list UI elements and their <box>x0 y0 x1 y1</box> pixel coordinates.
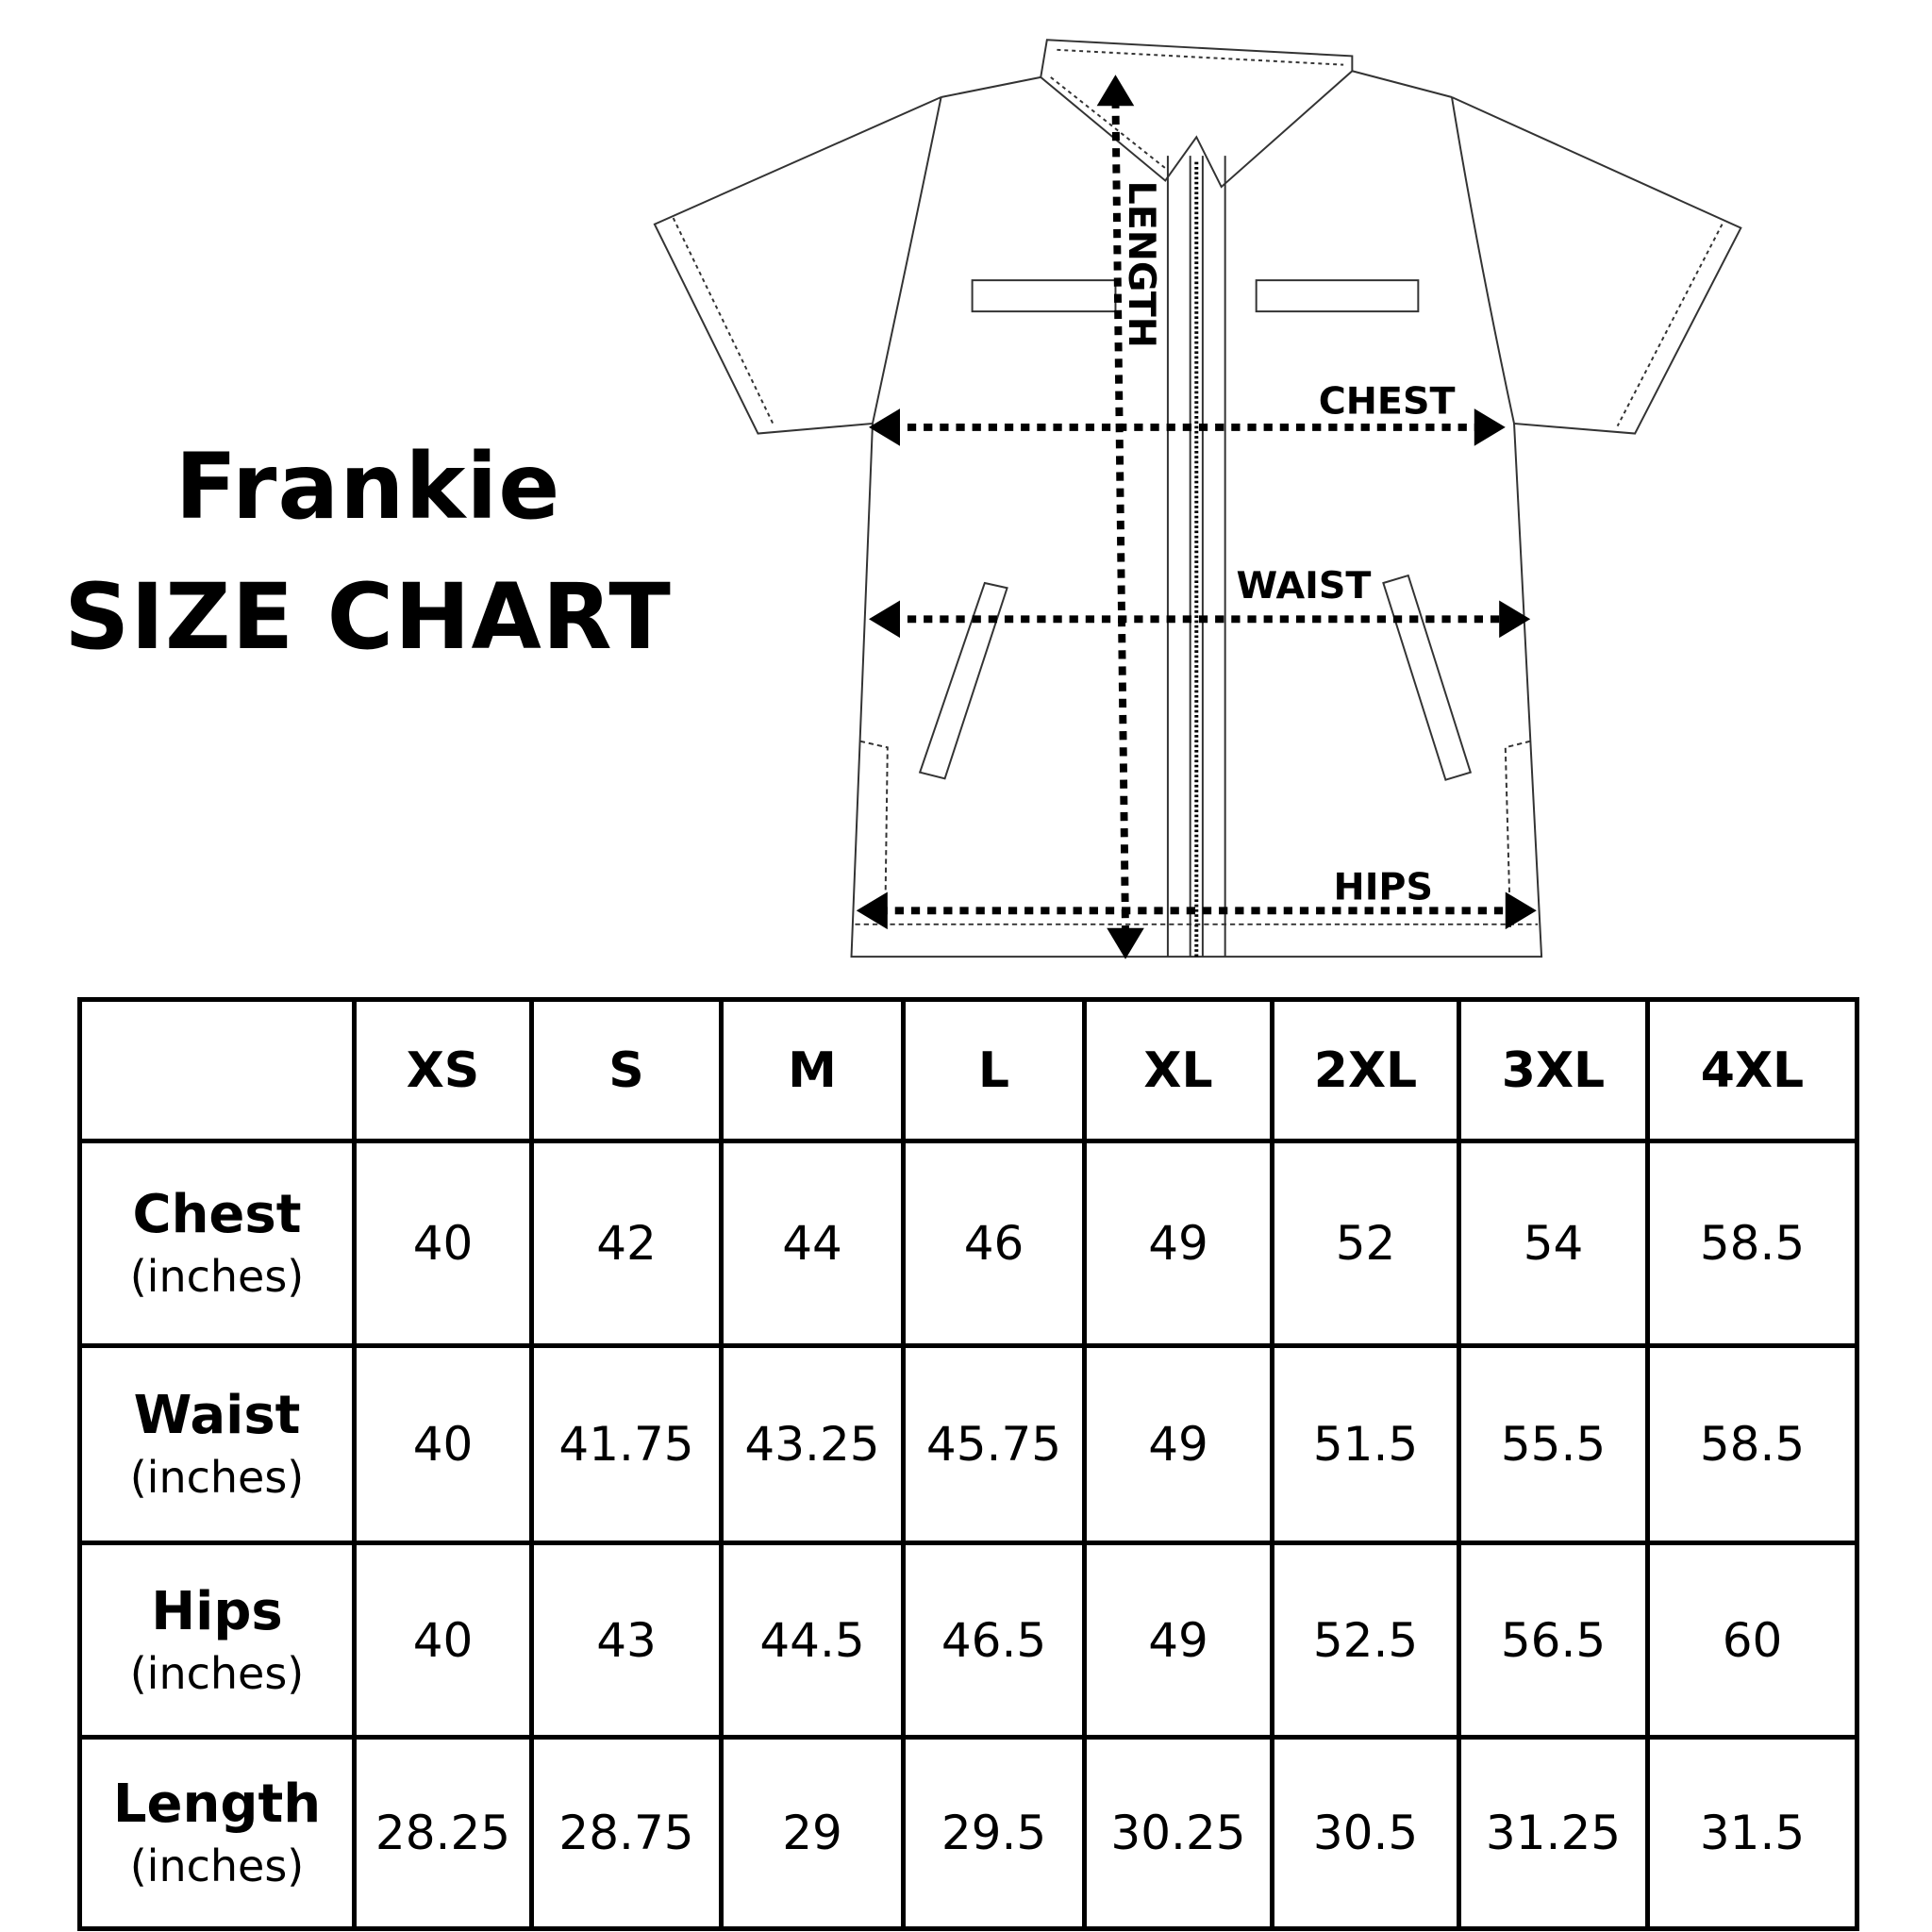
size-header: 3XL <box>1457 997 1650 1143</box>
size-header: L <box>901 997 1087 1143</box>
cell: 49 <box>1082 1139 1274 1348</box>
cell: 29 <box>719 1735 906 1931</box>
cell: 46 <box>901 1139 1087 1348</box>
arrow-right-icon <box>1474 408 1506 446</box>
cell: 30.5 <box>1270 1735 1461 1931</box>
page-title: SIZE CHART <box>64 564 672 670</box>
unit: (inches) <box>129 1452 305 1503</box>
arrow-left-icon <box>869 408 901 446</box>
cell: 54 <box>1457 1139 1650 1348</box>
size-header: 2XL <box>1270 997 1461 1143</box>
cell: 40 <box>352 1343 534 1545</box>
table-row-hips: Hips (inches) 40 43 44.5 46.5 49 52.5 56.… <box>77 1541 1859 1740</box>
table-row-length: Length (inches) 28.25 28.75 29 29.5 30.25… <box>77 1735 1859 1931</box>
cell: 44.5 <box>719 1541 906 1740</box>
row-label: Hips (inches) <box>77 1541 357 1740</box>
corner-cell <box>77 997 357 1143</box>
size-header: S <box>529 997 724 1143</box>
measure-name: Chest <box>132 1184 302 1245</box>
cell: 45.75 <box>901 1343 1087 1545</box>
table-row-waist: Waist (inches) 40 41.75 43.25 45.75 49 51… <box>77 1343 1859 1545</box>
arrow-up-icon <box>1096 75 1135 107</box>
size-header: XL <box>1082 997 1274 1143</box>
table-row-chest: Chest (inches) 40 42 44 46 49 52 54 58.5 <box>77 1139 1859 1348</box>
cell: 31.5 <box>1645 1735 1859 1931</box>
cell: 58.5 <box>1645 1139 1859 1348</box>
chest-label: CHEST <box>1319 379 1456 423</box>
waist-label: WAIST <box>1237 564 1372 608</box>
product-name: Frankie <box>175 434 561 540</box>
cell: 41.75 <box>529 1343 724 1545</box>
cell: 58.5 <box>1645 1343 1859 1545</box>
row-label: Chest (inches) <box>77 1139 357 1348</box>
arrow-right-icon <box>1505 891 1537 930</box>
arrowheads <box>856 75 1537 959</box>
row-label: Length (inches) <box>77 1735 357 1931</box>
unit: (inches) <box>129 1840 305 1891</box>
cell: 56.5 <box>1457 1541 1650 1740</box>
size-header: XS <box>352 997 534 1143</box>
size-header: 4XL <box>1645 997 1859 1143</box>
hips-label: HIPS <box>1334 865 1433 908</box>
cell: 44 <box>719 1139 906 1348</box>
cell: 52.5 <box>1270 1541 1461 1740</box>
cell: 42 <box>529 1139 724 1348</box>
measure-name: Hips <box>151 1580 283 1642</box>
measure-name: Waist <box>133 1385 301 1446</box>
shirt-diagram: LENGTH CHEST WAIST HIPS <box>653 39 1742 959</box>
cell: 46.5 <box>901 1541 1087 1740</box>
cell: 51.5 <box>1270 1343 1461 1545</box>
cell: 43.25 <box>719 1343 906 1545</box>
cell: 31.25 <box>1457 1735 1650 1931</box>
unit: (inches) <box>129 1251 305 1302</box>
cell: 28.75 <box>529 1735 724 1931</box>
size-table: XS S M L XL 2XL 3XL 4XL Chest (inches) 40… <box>77 997 1859 1931</box>
arrow-right-icon <box>1499 600 1531 639</box>
cell: 55.5 <box>1457 1343 1650 1545</box>
cell: 60 <box>1645 1541 1859 1740</box>
cell: 29.5 <box>901 1735 1087 1931</box>
size-header: M <box>719 997 906 1143</box>
measure-name: Length <box>112 1774 322 1835</box>
shirt-outline <box>653 39 1742 958</box>
cell: 40 <box>352 1541 534 1740</box>
cell: 30.25 <box>1082 1735 1274 1931</box>
cell: 40 <box>352 1139 534 1348</box>
arrow-left-icon <box>856 891 888 930</box>
cell: 52 <box>1270 1139 1461 1348</box>
arrow-left-icon <box>869 600 901 639</box>
cell: 49 <box>1082 1541 1274 1740</box>
cell: 49 <box>1082 1343 1274 1545</box>
cell: 43 <box>529 1541 724 1740</box>
length-label: LENGTH <box>1120 180 1163 347</box>
row-label: Waist (inches) <box>77 1343 357 1545</box>
unit: (inches) <box>129 1647 305 1699</box>
arrow-down-icon <box>1107 927 1144 959</box>
cell: 28.25 <box>352 1735 534 1931</box>
header-row: XS S M L XL 2XL 3XL 4XL <box>77 997 1859 1143</box>
